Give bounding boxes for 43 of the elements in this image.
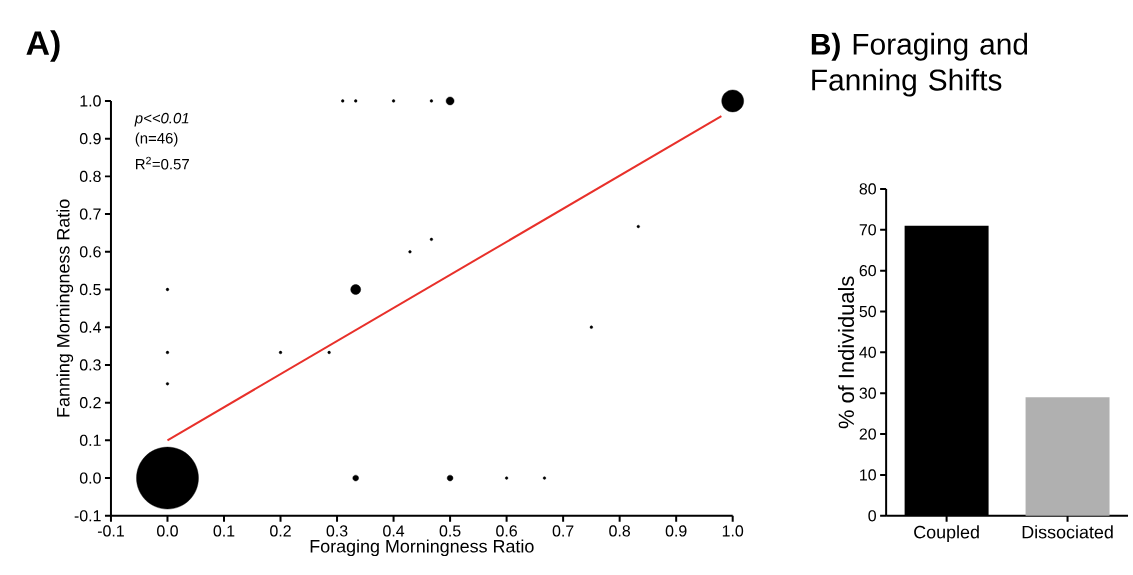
x-tick-label: 0.1 (213, 525, 235, 537)
x-tick-label: 0.6 (496, 525, 517, 537)
y-axis-title: Fanning Morningness Ratio (56, 199, 74, 417)
x-tick-label: 0.5 (439, 525, 461, 537)
y-tick-label: 0.7 (79, 208, 101, 220)
y-tick-label: -0.1 (74, 510, 101, 522)
y-tick-label: 20 (859, 428, 876, 440)
y-tick-label: 30 (859, 387, 876, 399)
y-tick-label: 10 (860, 469, 876, 481)
x-tick-label: 0.9 (665, 525, 687, 537)
x-tick-label: Dissociated (1022, 525, 1113, 539)
chart-title: A) (26, 30, 60, 62)
y-axis-title: % of Individuals (837, 276, 855, 429)
x-tick-label: 0.8 (609, 525, 631, 537)
y-tick-label: 70 (859, 224, 876, 236)
y-tick-label: 0.9 (79, 133, 101, 145)
x-tick-label: 0.2 (270, 525, 291, 537)
y-tick-label: 60 (859, 265, 876, 277)
y-tick-label: 40 (859, 346, 876, 359)
annotation: R$^{2}$=0.57 (136, 156, 189, 170)
y-tick-label: 0.0 (79, 472, 101, 484)
x-tick-label: 0.3 (326, 525, 348, 537)
x-tick-label: 0.0 (157, 525, 178, 537)
y-tick-label: 0.6 (79, 246, 101, 258)
annotation: (n=46) (135, 132, 178, 147)
y-tick-label: 0.3 (79, 359, 101, 371)
x-tick-label: -0.1 (97, 525, 124, 537)
x-tick-label: 1.0 (722, 525, 744, 537)
annotation: p<<0.01 (134, 112, 189, 127)
y-tick-label: 80 (859, 183, 876, 195)
y-tick-label: 0.8 (79, 170, 101, 183)
y-tick-label: 1.0 (80, 95, 101, 107)
x-tick-label: Coupled (914, 525, 979, 543)
x-axis-title: Foraging Morningness Ratio (310, 539, 534, 557)
y-tick-label: 50 (859, 305, 876, 318)
chart-title: B) Foraging and Fanning Shifts (811, 32, 1028, 97)
x-tick-label: 0.4 (383, 525, 405, 537)
y-tick-label: 0.1 (79, 434, 101, 447)
y-tick-label: 0.5 (79, 284, 101, 296)
y-tick-label: 0.2 (79, 397, 101, 409)
x-tick-label: 0.7 (552, 525, 574, 537)
y-tick-label: 0 (868, 510, 876, 522)
y-tick-label: 0.4 (79, 321, 101, 333)
